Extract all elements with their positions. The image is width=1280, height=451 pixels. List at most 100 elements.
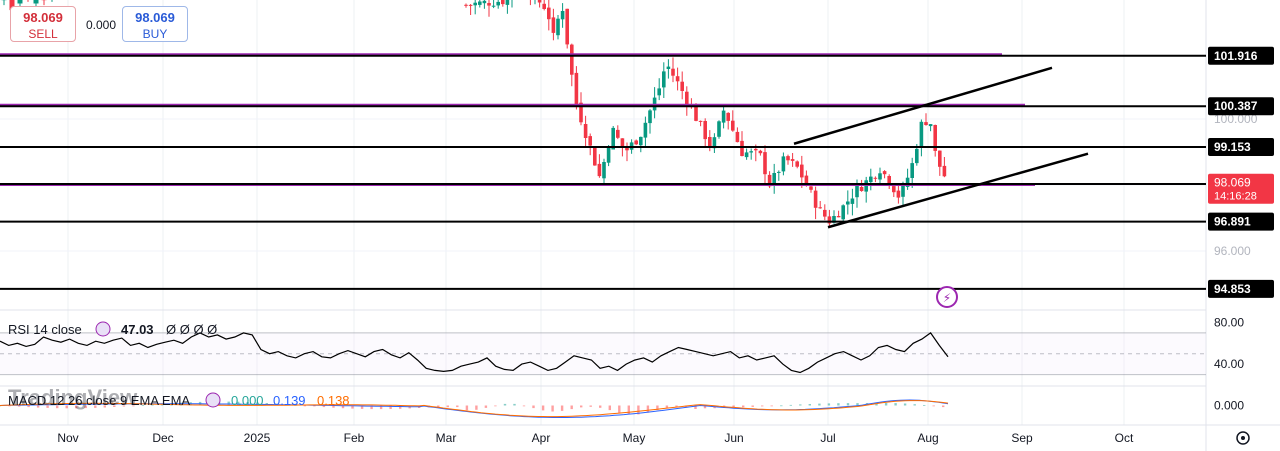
candle (846, 201, 850, 205)
macd-histogram-bar (923, 405, 926, 406)
candle (570, 44, 574, 75)
macd-histogram-bar (46, 405, 49, 408)
macd-histogram-bar (399, 405, 402, 409)
macd-settings-icon (205, 392, 221, 408)
macd-histogram-bar (799, 404, 802, 406)
candle (551, 17, 556, 33)
spread-value: 0.000 (86, 18, 117, 32)
current-price-box (1208, 173, 1274, 204)
macd-histogram-bar (703, 405, 707, 409)
time-axis-label: Sep (1011, 431, 1033, 445)
candle (777, 171, 781, 173)
candle (772, 173, 776, 186)
candle (855, 186, 859, 198)
macd-histogram-bar (608, 405, 611, 411)
candle (938, 150, 942, 167)
rsi-legend-title: RSI 14 close (8, 322, 82, 337)
price-label-bg (1208, 137, 1274, 156)
macd-histogram-bar (370, 405, 373, 410)
candle (17, 0, 23, 4)
candle (726, 112, 730, 121)
time-axis-label: Feb (344, 431, 365, 445)
macd-histogram-bar (513, 403, 516, 406)
macd-histogram-bar (808, 404, 811, 406)
candle (786, 156, 790, 161)
macd-histogram-bar (351, 405, 354, 409)
buy-price: 98.069 (135, 10, 175, 25)
sell-button[interactable]: 98.069 SELL (10, 6, 76, 42)
candle (464, 4, 468, 6)
candle (33, 0, 39, 4)
candle (850, 198, 855, 204)
macd-histogram-bar (646, 405, 650, 413)
candle (735, 131, 740, 143)
candle (717, 121, 721, 137)
macd-histogram-bar (389, 405, 392, 409)
macd-histogram-bar (522, 405, 526, 407)
price-tick-label: 100.000 (1214, 112, 1258, 126)
buy-label: BUY (142, 27, 168, 41)
sell-price: 98.069 (23, 10, 63, 25)
macd-histogram-bar (770, 405, 773, 407)
candle (749, 151, 753, 153)
sell-label: SELL (28, 27, 58, 41)
macd-histogram-bar (684, 405, 688, 408)
candle (565, 8, 569, 45)
candle (832, 216, 836, 223)
macd-histogram-bar (27, 405, 30, 408)
candle (620, 138, 625, 148)
macd-histogram-bar (456, 405, 459, 408)
macd-histogram-bar (17, 405, 21, 407)
macd-histogram-bar (637, 405, 640, 415)
candle (919, 121, 924, 148)
macd-histogram-bar (751, 405, 754, 407)
candle (593, 147, 597, 166)
signal-line (0, 400, 949, 418)
macd-histogram-bar (551, 405, 554, 412)
channel-upper-line (793, 66, 1053, 145)
price-label-bg (1208, 97, 1274, 116)
price-level-label: 99.153 (1214, 140, 1251, 154)
time-axis-label: 2025 (244, 431, 271, 445)
buy-button[interactable]: 98.069 BUY (122, 6, 188, 42)
candle (818, 207, 822, 209)
macd-histogram-bar (570, 405, 573, 410)
time-axis-label: May (623, 431, 646, 445)
price-label-bg (1208, 279, 1274, 298)
rsi-line (0, 332, 949, 374)
macd-histogram-bar (151, 404, 154, 406)
candle (542, 3, 546, 9)
macd-histogram-bar (580, 405, 583, 408)
candle (574, 72, 579, 105)
candle (869, 176, 873, 183)
candle (606, 147, 611, 163)
macd-histogram-bar (894, 403, 897, 406)
price-level-label: 101.916 (1214, 49, 1258, 63)
macd-histogram-bar (437, 405, 440, 408)
candle (859, 187, 864, 191)
macd-histogram-bar (656, 405, 659, 411)
macd-hist-value: 0.000 (231, 393, 264, 408)
candle (505, 0, 510, 5)
time-axis-label: Oct (1115, 431, 1134, 445)
macd-histogram-bar (627, 405, 630, 415)
settings-gear-icon (1236, 431, 1250, 445)
time-axis-label: Mar (436, 431, 457, 445)
candle (763, 152, 767, 175)
macd-histogram-bar (589, 405, 592, 407)
macd-histogram-bar (618, 405, 621, 413)
candle (813, 190, 818, 208)
candle (657, 88, 661, 96)
macd-histogram-bar (341, 405, 345, 409)
current-price-label: 98.069 (1214, 176, 1251, 190)
candle (873, 177, 878, 179)
macd-histogram-bar (465, 405, 469, 411)
macd-histogram-bar (532, 405, 535, 409)
candle (9, 0, 15, 11)
macd-histogram-bar (379, 405, 383, 410)
macd-histogram-bar (503, 403, 507, 406)
macd-histogram-bar (560, 405, 564, 411)
macd-histogram-bar (837, 403, 840, 406)
macd-histogram-bar (494, 405, 497, 407)
